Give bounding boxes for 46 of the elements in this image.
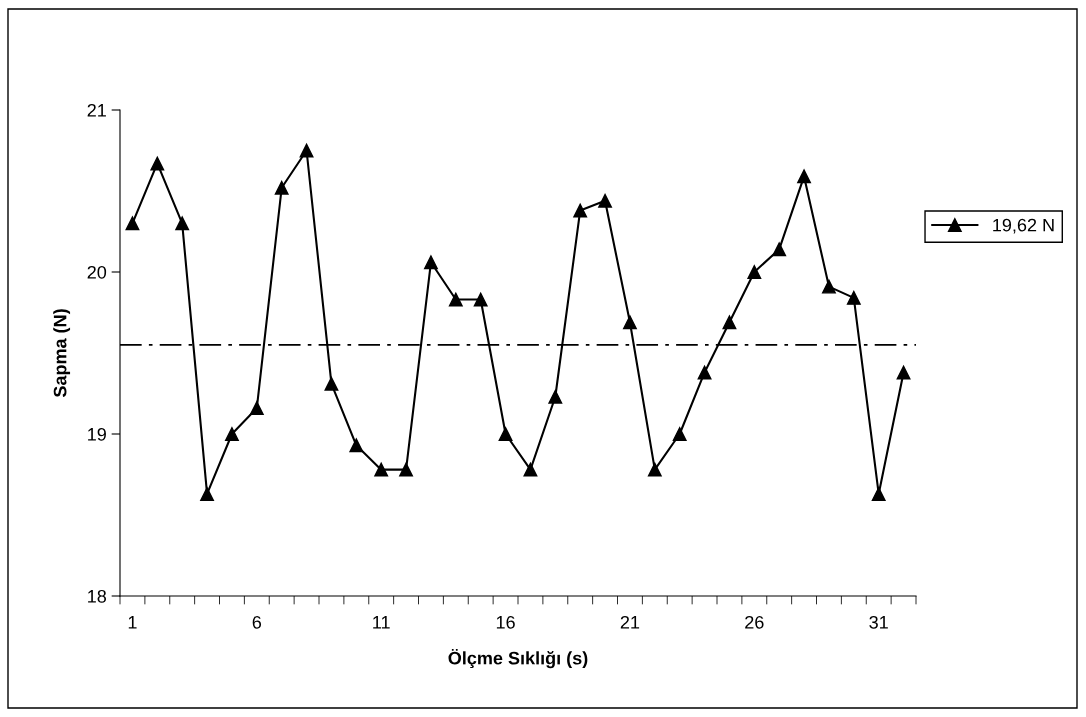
point: [896, 365, 911, 380]
point: [299, 143, 314, 158]
legend-label: 19,62 N: [993, 218, 1054, 234]
point: [622, 315, 637, 330]
point: [274, 180, 289, 195]
x-tick-label: 21: [620, 615, 640, 629]
point: [598, 193, 613, 208]
point: [722, 315, 737, 330]
x-tick-label: 11: [373, 616, 390, 629]
y-axis-title: Sapma (N): [53, 309, 71, 398]
point: [249, 401, 264, 416]
point: [349, 438, 364, 453]
point: [523, 462, 538, 477]
x-axis-title: Ölçme Sıklığı (s): [448, 648, 588, 669]
x-tick-label: 1: [128, 616, 137, 629]
point: [399, 462, 414, 477]
point: [747, 265, 762, 279]
point: [448, 292, 463, 307]
y-tick-label: 19: [88, 427, 106, 441]
x-tick-label: 6: [252, 615, 262, 629]
point: [150, 156, 165, 171]
point: [672, 427, 687, 441]
point: [573, 203, 588, 218]
point: [224, 427, 239, 441]
point: [423, 255, 438, 270]
point: [200, 486, 215, 501]
point: [498, 427, 513, 441]
point: [821, 279, 836, 294]
point: [846, 290, 861, 305]
y-tick-label: 21: [87, 103, 106, 117]
x-tick-label: 26: [745, 615, 764, 629]
point: [175, 216, 190, 231]
y-tick-label: 20: [87, 265, 107, 279]
point: [324, 376, 339, 391]
point: [125, 216, 140, 231]
y-tick-label: 18: [88, 589, 107, 603]
point: [647, 462, 662, 477]
x-tick-label: 31: [869, 615, 888, 629]
point: [473, 292, 488, 307]
point: [797, 169, 812, 184]
point: [871, 486, 886, 501]
point: [548, 389, 563, 404]
point: [374, 462, 389, 477]
point: [697, 365, 712, 380]
x-tick-label: 16: [496, 615, 515, 629]
point: [772, 242, 787, 257]
